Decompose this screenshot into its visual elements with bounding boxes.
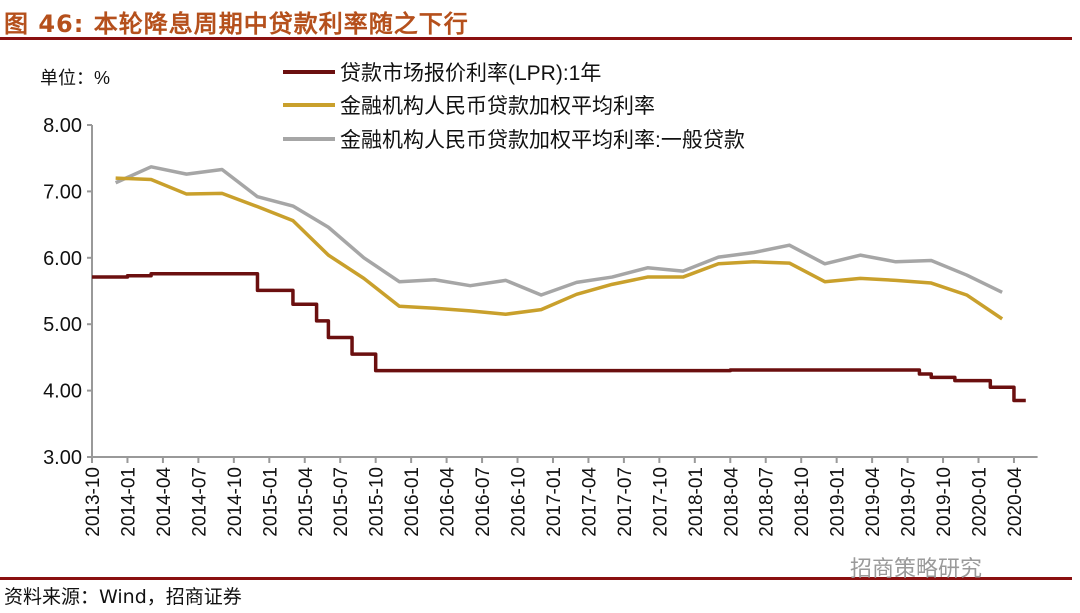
x-tick-label: 2019-04 (863, 467, 884, 537)
watermark: 招商策略研究 (850, 557, 983, 582)
y-tick-label: 6.00 (43, 248, 82, 270)
series-line-0 (92, 271, 1026, 403)
x-tick-label: 2015-07 (331, 467, 352, 537)
series-line-1 (115, 176, 1004, 321)
x-tick-label: 2017-07 (615, 467, 636, 537)
y-tick-label: 8.00 (43, 115, 82, 137)
y-tick-label: 7.00 (43, 181, 82, 203)
axes: 3.00 4.00 5.00 6.00 7.00 8.00 2013-10 2014-01 20… (43, 115, 1038, 537)
title-divider (0, 37, 1072, 40)
x-tick-label: 2014-10 (225, 467, 246, 537)
unit-label: 单位：% (40, 68, 110, 88)
x-tick-label: 2017-04 (579, 467, 600, 537)
series-lines (91, 165, 1026, 403)
x-tick-label: 2017-01 (544, 467, 565, 537)
x-tick-label: 2015-10 (367, 467, 388, 537)
x-tick-label: 2015-04 (296, 467, 317, 537)
legend-label-1: 金融机构人民币贷款加权平均利率 (340, 95, 655, 118)
x-tick-label: 2017-10 (650, 467, 671, 537)
figure-title: 图 46: 本轮降息周期中贷款利率随之下行 (4, 10, 469, 38)
x-tick-label: 2014-07 (189, 467, 210, 537)
source-note: 资料来源：Wind，招商证券 (4, 586, 242, 608)
x-tick-label: 2020-04 (1005, 467, 1026, 537)
x-tick-label: 2016-01 (402, 467, 423, 537)
x-tick-label: 2014-04 (154, 467, 175, 537)
footer-divider (0, 577, 1072, 580)
x-tick-label: 2019-01 (828, 467, 849, 537)
x-tick-label: 2013-10 (83, 467, 104, 537)
legend-label-0: 贷款市场报价利率(LPR):1年 (340, 62, 601, 85)
series-line-2 (114, 165, 1003, 297)
y-tick-label: 3.00 (43, 447, 82, 469)
x-tick-label: 2014-01 (118, 467, 139, 537)
x-tick-label: 2015-01 (260, 467, 281, 537)
legend-label-2: 金融机构人民币贷款加权平均利率:一般贷款 (340, 129, 745, 152)
x-tick-label: 2018-07 (757, 467, 778, 537)
x-tick-label: 2016-10 (509, 467, 530, 537)
x-tick-label: 2020-01 (970, 467, 991, 537)
x-tick-label: 2019-07 (899, 467, 920, 537)
y-tick-label: 4.00 (43, 381, 82, 403)
x-tick-label: 2016-07 (473, 467, 494, 537)
y-tick-label: 5.00 (43, 314, 82, 336)
x-tick-label: 2018-10 (792, 467, 813, 537)
x-tick-label: 2018-01 (686, 467, 707, 537)
legend: 贷款市场报价利率(LPR):1年金融机构人民币贷款加权平均利率金融机构人民币贷款… (283, 62, 745, 152)
x-tick-label: 2018-04 (721, 467, 742, 537)
x-tick-label: 2019-10 (934, 467, 955, 537)
x-tick-label: 2016-04 (438, 467, 459, 537)
